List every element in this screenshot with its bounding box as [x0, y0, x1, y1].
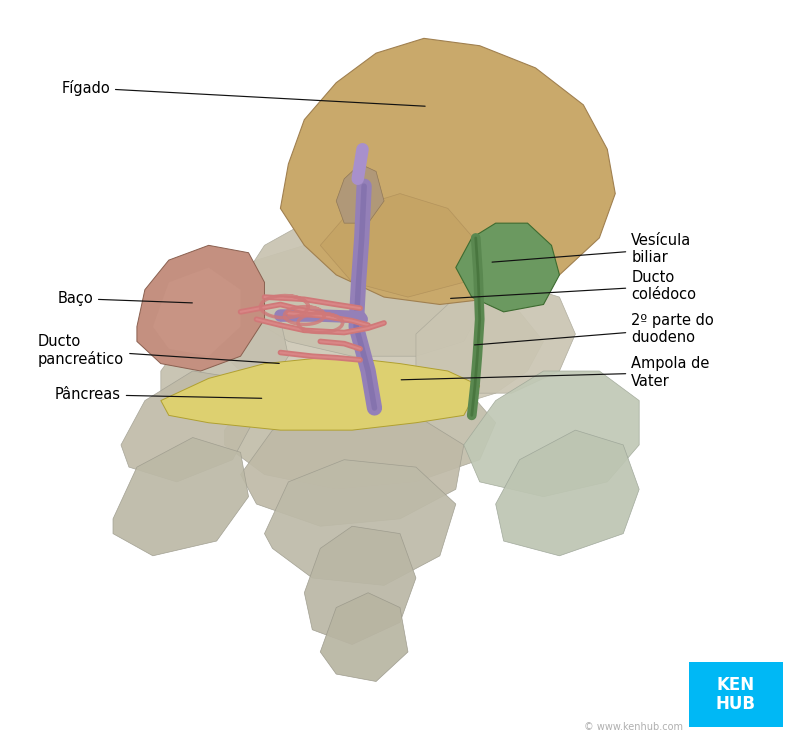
- PathPatch shape: [304, 526, 416, 645]
- Text: Pâncreas: Pâncreas: [55, 387, 262, 402]
- FancyBboxPatch shape: [689, 663, 782, 727]
- Text: Ducto
pancreático: Ducto pancreático: [38, 333, 279, 367]
- PathPatch shape: [336, 164, 384, 223]
- PathPatch shape: [113, 438, 249, 556]
- PathPatch shape: [320, 194, 480, 297]
- Text: 2º parte do
duodeno: 2º parte do duodeno: [474, 312, 714, 345]
- Text: Vesícula
biliar: Vesícula biliar: [492, 233, 691, 265]
- PathPatch shape: [456, 223, 559, 312]
- PathPatch shape: [225, 371, 496, 489]
- Text: Baço: Baço: [57, 291, 192, 306]
- PathPatch shape: [241, 223, 480, 356]
- Text: Fígado: Fígado: [61, 80, 425, 106]
- PathPatch shape: [496, 430, 639, 556]
- PathPatch shape: [121, 371, 257, 482]
- PathPatch shape: [464, 371, 639, 496]
- PathPatch shape: [416, 282, 575, 393]
- PathPatch shape: [153, 268, 241, 356]
- Text: KEN
HUB: KEN HUB: [716, 676, 756, 714]
- PathPatch shape: [201, 246, 543, 416]
- PathPatch shape: [161, 356, 480, 430]
- PathPatch shape: [241, 416, 464, 526]
- PathPatch shape: [320, 593, 408, 681]
- PathPatch shape: [281, 39, 615, 304]
- Text: Ducto
colédoco: Ducto colédoco: [450, 270, 696, 302]
- PathPatch shape: [161, 304, 288, 408]
- Text: © www.kenhub.com: © www.kenhub.com: [584, 722, 683, 732]
- PathPatch shape: [265, 460, 456, 585]
- Text: Ampola de
Vater: Ampola de Vater: [401, 356, 710, 389]
- PathPatch shape: [137, 246, 265, 371]
